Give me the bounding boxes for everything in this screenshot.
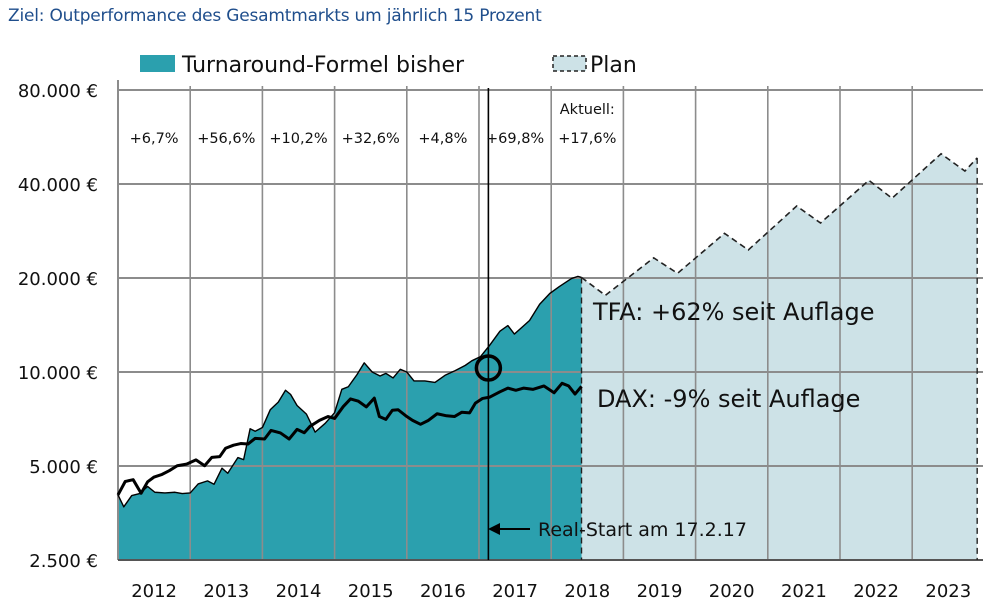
x-tick-label: 2012 xyxy=(131,581,177,602)
tfa-outline xyxy=(117,275,582,508)
arrow-left-icon xyxy=(488,523,500,535)
annual-return-label: +17,6% xyxy=(558,131,616,147)
tfa-annotation: TFA: +62% seit Auflage xyxy=(592,298,874,326)
tfa-layer xyxy=(118,276,582,560)
y-tick-label: 40.000 € xyxy=(18,175,98,196)
annual-return-label: +4,8% xyxy=(418,131,467,147)
legend-swatch-plan xyxy=(552,55,587,72)
x-tick-label: 2023 xyxy=(925,581,971,602)
x-tick-label: 2016 xyxy=(420,581,466,602)
x-tick-label: 2020 xyxy=(709,581,755,602)
annual-return-label: +32,6% xyxy=(342,131,400,147)
annual-return-prefix: Aktuell: xyxy=(560,102,615,118)
annual-return-label: +69,8% xyxy=(486,131,544,147)
real-start-annotation: Real-Start am 17.2.17 xyxy=(538,519,747,541)
legend-label-plan: Plan xyxy=(590,53,637,78)
annual-return-label: +10,2% xyxy=(269,131,327,147)
x-tick-label: 2021 xyxy=(781,581,827,602)
annual-return-label: +6,7% xyxy=(130,131,179,147)
grid-layer xyxy=(117,80,983,561)
real-start-circle-marker xyxy=(474,354,503,382)
x-tick-label: 2015 xyxy=(348,581,394,602)
chart-title: Ziel: Outperformance des Gesamtmarkts um… xyxy=(8,6,542,26)
plan-area xyxy=(581,153,978,560)
x-tick-label: 2013 xyxy=(203,581,249,602)
annual-return-label: +56,6% xyxy=(197,131,255,147)
y-tick-label: 5.000 € xyxy=(29,457,98,478)
y-tick-label: 10.000 € xyxy=(18,363,98,384)
legend-swatch-tfa xyxy=(140,55,175,72)
x-tick-label: 2014 xyxy=(276,581,322,602)
x-tick-label: 2017 xyxy=(492,581,538,602)
y-tick-label: 2.500 € xyxy=(29,551,98,572)
plan-layer xyxy=(581,153,978,560)
tfa-area xyxy=(118,276,582,560)
x-tick-label: 2022 xyxy=(853,581,899,602)
legend-label-tfa: Turnaround-Formel bisher xyxy=(181,53,465,78)
plan-outline xyxy=(581,152,978,297)
y-tick-label: 80.000 € xyxy=(18,81,98,102)
y-tick-label: 20.000 € xyxy=(18,269,98,290)
lines-layer xyxy=(116,88,978,560)
dax-annotation: DAX: -9% seit Auflage xyxy=(597,385,860,413)
x-tick-label: 2018 xyxy=(564,581,610,602)
x-tick-label: 2019 xyxy=(637,581,683,602)
text-layer: 80.000 € 40.000 € 20.000 € 10.000 € 5.000 € 2… xyxy=(18,53,971,602)
dax-line xyxy=(116,381,583,496)
